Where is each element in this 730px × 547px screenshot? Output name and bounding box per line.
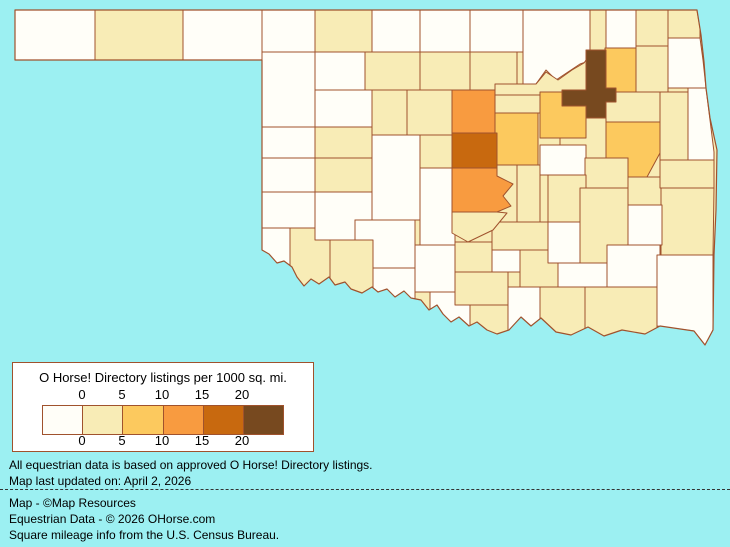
county-caddo <box>371 134 421 221</box>
county-delaware <box>667 37 707 89</box>
county-harmon <box>261 227 291 341</box>
county-latimer <box>627 204 663 246</box>
county-alfalfa <box>371 10 421 53</box>
county-tulsa <box>561 49 617 119</box>
legend-tick-20: 20 <box>234 387 250 402</box>
county-garfield <box>419 51 471 91</box>
county-carter <box>454 271 509 306</box>
county-beaver <box>182 10 263 61</box>
county-rogers <box>604 47 637 93</box>
legend-swatch-15-20 <box>202 406 243 434</box>
legend-tick-0: 0 <box>78 387 86 402</box>
county-greer <box>261 191 316 229</box>
legend-tick-labels-top: 0 5 10 15 20 <box>13 387 313 402</box>
county-grant <box>419 10 471 53</box>
legend-color-ramp <box>42 405 284 435</box>
county-mcintosh <box>584 157 629 189</box>
county-payne <box>494 94 541 114</box>
footer-note-data-source: All equestrian data is based on approved… <box>9 458 373 472</box>
legend-tick-15: 15 <box>194 433 210 448</box>
legend-tick-5: 5 <box>118 433 126 448</box>
county-cotton <box>372 267 416 341</box>
legend-tick-5: 5 <box>118 387 126 402</box>
county-cimarron <box>15 10 96 61</box>
legend-tick-15: 15 <box>194 387 210 402</box>
county-cleveland <box>451 167 514 213</box>
county-murray <box>491 249 521 273</box>
county-washita <box>314 157 373 193</box>
county-jackson <box>289 227 331 341</box>
county-roger-mills <box>261 126 316 159</box>
county-pushmataha <box>606 244 661 288</box>
county-kay <box>469 10 524 53</box>
county-pontotoc <box>491 221 549 251</box>
county-grady <box>419 167 456 246</box>
county-lincoln <box>494 112 539 166</box>
county-nowata <box>605 10 637 49</box>
county-harper <box>261 10 316 53</box>
credit-census-bureau: Square mileage info from the U.S. Census… <box>9 528 280 542</box>
county-logan <box>451 89 496 134</box>
county-craig <box>635 10 669 47</box>
county-woods <box>314 10 373 53</box>
county-adair <box>687 87 715 161</box>
county-okfuskee <box>539 144 587 176</box>
dashed-divider <box>0 489 730 490</box>
county-blaine <box>371 89 408 136</box>
county-sequoyah <box>659 159 715 189</box>
legend-tick-20: 20 <box>234 433 250 448</box>
county-mccurtain <box>656 254 714 345</box>
county-kingfisher <box>406 89 453 136</box>
legend-tick-10: 10 <box>154 433 170 448</box>
county-beckham <box>261 157 316 193</box>
legend-swatch-0-5 <box>82 406 123 434</box>
state-outline <box>14 9 718 346</box>
county-marshall <box>507 286 541 341</box>
legend-box: O Horse! Directory listings per 1000 sq.… <box>12 362 314 452</box>
legend-swatch-10-15 <box>162 406 203 434</box>
legend-tick-10: 10 <box>154 387 170 402</box>
county-stephens <box>414 244 459 293</box>
legend-tick-0: 0 <box>78 433 86 448</box>
legend-swatch-0 <box>43 406 83 434</box>
county-major <box>364 51 421 91</box>
county-texas <box>94 10 184 61</box>
county-seminole <box>516 164 541 223</box>
legend-tick-labels-bottom: 0 5 10 15 20 <box>13 433 313 448</box>
legend-swatch-5-10 <box>122 406 163 434</box>
credit-map-resources: Map - ©Map Resources <box>9 496 136 510</box>
county-atoka <box>557 262 608 288</box>
county-canadian <box>419 134 453 169</box>
legend-swatch-20+ <box>242 406 284 434</box>
credit-equestrian-data: Equestrian Data - © 2026 OHorse.com <box>9 512 216 526</box>
county-ottawa <box>667 10 701 39</box>
county-coal <box>547 221 581 264</box>
county-oklahoma <box>451 132 498 169</box>
county-mayes <box>635 45 669 93</box>
county-dewey <box>314 89 373 128</box>
county-leflore <box>660 187 715 256</box>
county-washington <box>589 10 607 51</box>
county-garvin <box>454 241 493 273</box>
county-woodward <box>314 51 366 91</box>
county-custer <box>314 126 373 159</box>
county-cherokee <box>659 91 689 161</box>
footer-note-last-updated: Map last updated on: April 2, 2026 <box>9 474 192 488</box>
county-ellis <box>261 51 316 128</box>
legend-title: O Horse! Directory listings per 1000 sq.… <box>39 370 287 385</box>
